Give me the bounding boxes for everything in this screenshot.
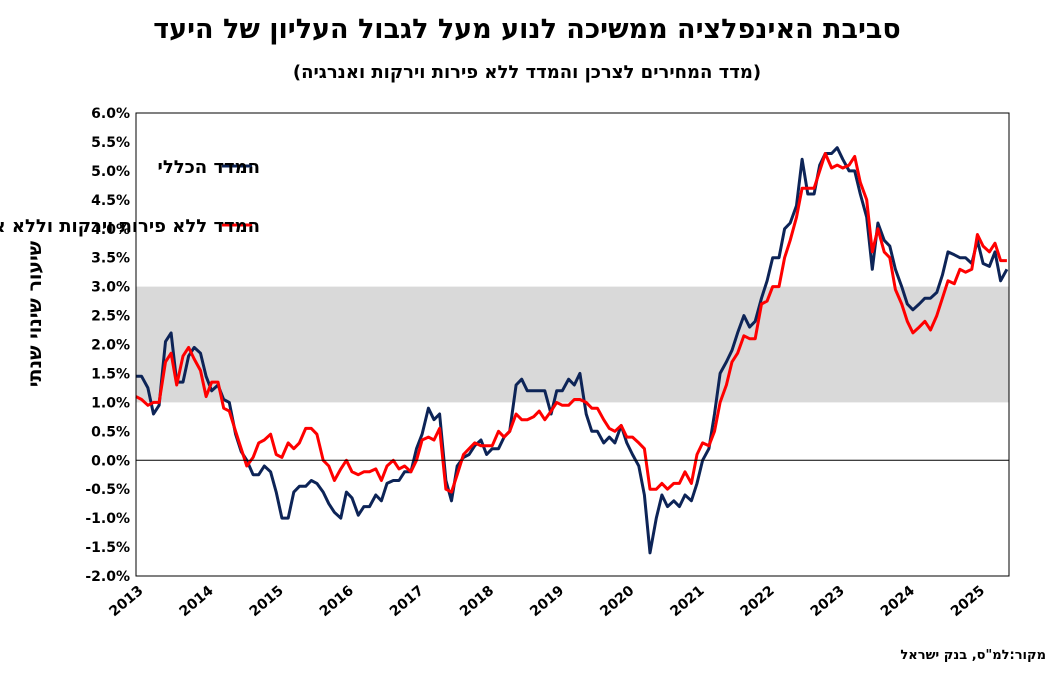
y-tick-label: 1.5% — [91, 366, 130, 382]
x-tick-label: 2018 — [457, 583, 497, 620]
x-tick-label: 2016 — [317, 583, 357, 620]
y-tick-label: 4.5% — [91, 193, 130, 209]
x-tick-label: 2022 — [738, 583, 778, 620]
legend-label: המדד ללא פירות וירקות וללא אנרגיה — [0, 216, 260, 237]
x-tick-label: 2013 — [106, 583, 146, 620]
y-tick-label: -1.0% — [85, 511, 130, 527]
y-tick-label: 4.0% — [91, 222, 130, 238]
x-tick-label: 2025 — [948, 583, 988, 620]
x-tick-label: 2023 — [808, 583, 848, 620]
y-tick-label: 3.5% — [91, 251, 130, 267]
y-tick-label: -0.5% — [85, 482, 130, 498]
legend-label: המדד הכללי — [158, 157, 260, 178]
series-lines — [135, 146, 1009, 555]
y-tick-label: 6.0% — [91, 106, 130, 122]
x-tick-label: 2020 — [597, 583, 637, 620]
y-tick-label: -1.5% — [85, 540, 130, 556]
legend: המדד הכללי המדד ללא פירות וירקות וללא אנר… — [0, 128, 635, 248]
y-tick-label: 1.0% — [91, 395, 130, 411]
x-tick-label: 2024 — [878, 583, 918, 620]
x-tick-labels: 2013 2014 2015 2016 2017 2018 2019 2020 2021 2022… — [106, 583, 988, 620]
chart-title: סביבת האינפלציה ממשיכה לנוע מעל לגבול הע… — [153, 14, 901, 45]
chart-subtitle: (מדד המחירים לצרכן והמדד ללא פירות וירקו… — [292, 62, 762, 83]
plot-frame — [135, 112, 1010, 577]
x-tick-label: 2021 — [667, 583, 707, 620]
x-tick-label: 2015 — [247, 583, 287, 620]
y-tick-label: 2.0% — [91, 338, 130, 354]
y-tick-label: 3.0% — [91, 280, 130, 296]
source-note: מקור:למ"ס, בנק ישראל — [900, 648, 1046, 663]
series-line-1 — [135, 152, 1007, 494]
y-tick-labels: 6.0% 5.5% 5.0% 4.5% 4.0% 3.5% 3.0% 2.5% 2.0% 1.5%… — [85, 106, 130, 585]
y-tick-label: 5.5% — [91, 135, 130, 151]
y-tick-label: 0.0% — [91, 453, 130, 469]
y-tick-label: 0.5% — [91, 424, 130, 440]
x-tick-label: 2014 — [177, 583, 217, 620]
y-tick-label: 2.5% — [91, 309, 130, 325]
x-tick-label: 2017 — [387, 583, 427, 620]
legend-box — [205, 128, 635, 248]
y-tick-label: -2.0% — [85, 569, 130, 585]
x-tick-label: 2019 — [527, 583, 567, 620]
series-line-0 — [136, 146, 1009, 555]
y-tick-label: 5.0% — [91, 164, 130, 180]
